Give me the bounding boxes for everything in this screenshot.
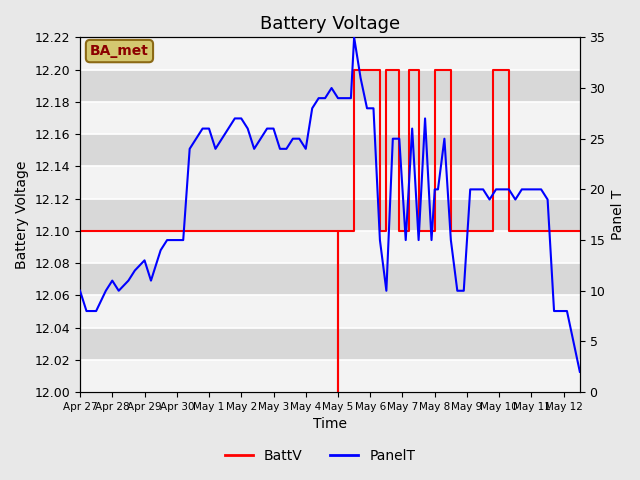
Bar: [80, 231, 580, 263]
Title: Battery Voltage: Battery Voltage: [260, 15, 400, 33]
Text: BA_met: BA_met: [90, 44, 149, 58]
Bar: [80, 295, 580, 328]
Legend: BattV, PanelT: BattV, PanelT: [220, 443, 420, 468]
Bar: [80, 37, 580, 70]
Bar: [80, 360, 580, 392]
Bar: [80, 167, 580, 199]
Bar: [80, 102, 580, 134]
Y-axis label: Panel T: Panel T: [611, 190, 625, 240]
X-axis label: Time: Time: [313, 418, 347, 432]
Y-axis label: Battery Voltage: Battery Voltage: [15, 160, 29, 269]
